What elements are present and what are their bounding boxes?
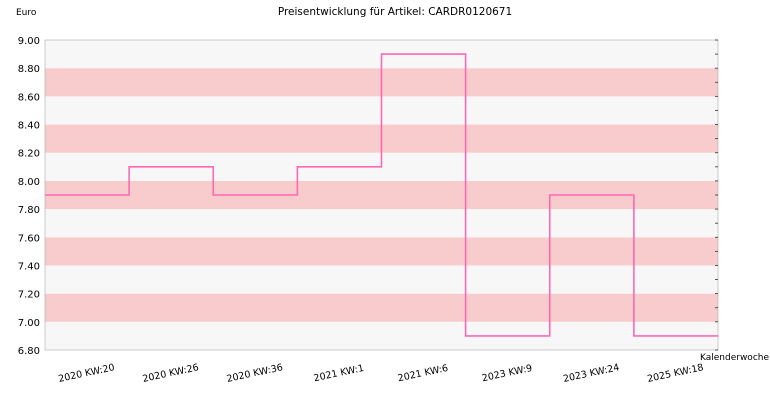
y-tick-label: 6.80 [18, 346, 40, 357]
y-tick-label: 7.20 [18, 290, 40, 301]
grid-band [45, 265, 718, 294]
y-tick-label: 9.00 [18, 36, 40, 47]
x-tick-label: 2021 KW:6 [397, 363, 449, 384]
price-series-line [45, 53, 718, 337]
y-tick-label: 7.00 [18, 318, 40, 329]
x-tick-label: 2025 KW:18 [646, 362, 704, 385]
y-axis-tick-labels: 6.80 7.00 7.20 7.40 7.60 7.80 8.00 8.20 8.40 8.60… [18, 36, 40, 357]
grid-band [45, 237, 718, 266]
y-tick-label: 8.00 [18, 177, 40, 188]
y-tick-label: 7.80 [18, 205, 40, 216]
x-tick-label: 2020 KW:26 [142, 362, 200, 385]
grid-band [45, 293, 718, 322]
x-tick-label: 2023 KW:9 [481, 363, 533, 384]
y-axis-label: Euro [16, 8, 37, 18]
grid-band [45, 209, 718, 238]
y-tick-label: 7.40 [18, 261, 40, 272]
y-tick-label: 7.60 [18, 233, 40, 244]
grid-band [45, 321, 718, 350]
y-tick-label: 8.80 [18, 64, 40, 75]
x-tick-label: 2021 KW:1 [313, 363, 365, 384]
y-tick-label: 8.40 [18, 121, 40, 132]
x-axis-label: Kalenderwoche [700, 353, 769, 363]
y-tick-label: 8.60 [18, 92, 40, 103]
chart-title: Preisentwicklung für Artikel: CARDR01206… [278, 6, 512, 18]
x-tick-label: 2020 KW:20 [57, 362, 115, 385]
right-tick-marks [715, 39, 718, 351]
x-axis-tick-labels: 2020 KW:20 2020 KW:26 2020 KW:36 2021 KW:1 2… [57, 362, 704, 385]
y-tick-label: 8.20 [18, 149, 40, 160]
x-tick-label: 2023 KW:24 [562, 362, 620, 385]
x-tick-label: 2020 KW:36 [226, 362, 284, 385]
